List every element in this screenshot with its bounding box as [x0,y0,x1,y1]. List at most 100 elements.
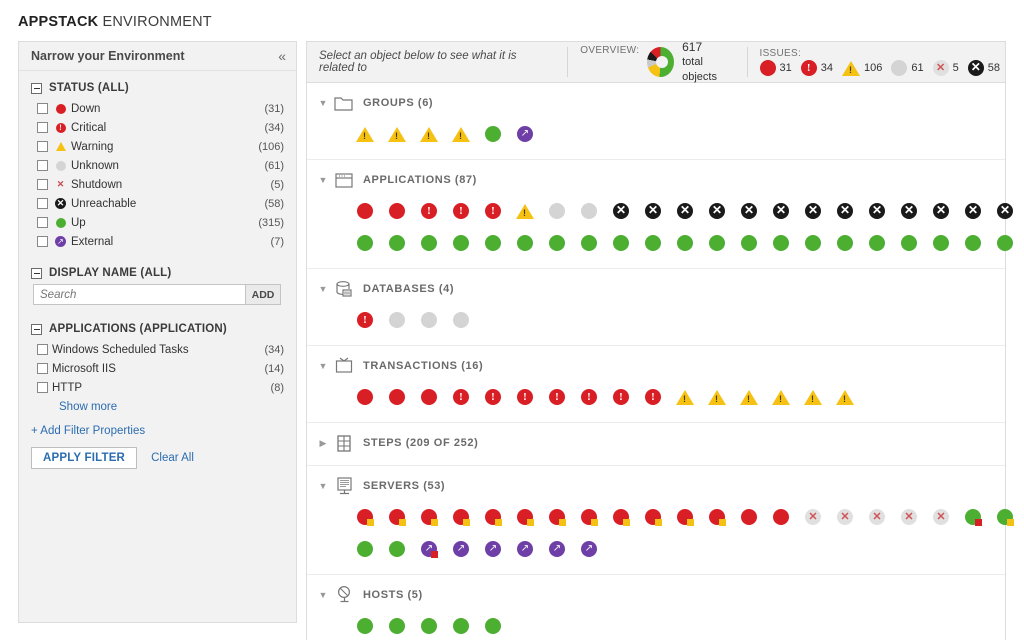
object-status-cell[interactable] [989,509,1021,526]
object-status-cell[interactable] [509,203,541,219]
object-status-cell[interactable] [957,235,989,251]
object-status-cell[interactable]: ! [413,203,445,219]
chevron-down-icon[interactable]: ▼ [318,98,328,108]
object-status-cell[interactable] [573,203,605,219]
object-status-cell[interactable] [381,235,413,251]
object-status-cell[interactable]: ! [445,389,477,405]
object-status-cell[interactable] [477,618,509,634]
status-filter-row[interactable]: ! Critical (34) [31,118,284,137]
status-checkbox[interactable] [37,103,48,114]
object-status-cell[interactable] [413,389,445,405]
chevron-down-icon[interactable]: ▼ [318,284,328,294]
apply-filter-button[interactable]: APPLY FILTER [31,447,138,469]
object-status-cell[interactable] [669,509,701,526]
status-filter-row[interactable]: Down (31) [31,99,284,118]
object-status-cell[interactable]: ! [477,203,509,219]
applications-section-header[interactable]: APPLICATIONS (APPLICATION) [31,323,284,335]
object-status-cell[interactable] [381,618,413,634]
status-filter-row[interactable]: ↗ External (7) [31,232,284,251]
object-status-cell[interactable]: ! [541,389,573,405]
object-status-cell[interactable]: ! [349,312,381,328]
object-group-header[interactable]: ▼ GROUPS (6) [307,90,1005,116]
object-status-cell[interactable] [477,235,509,251]
object-status-cell[interactable]: ↗ [509,126,541,142]
object-status-cell[interactable] [477,509,509,526]
object-status-cell[interactable] [349,541,381,557]
object-status-cell[interactable] [445,618,477,634]
object-status-cell[interactable] [381,541,413,557]
object-status-cell[interactable]: ↗ [573,541,605,557]
chevron-down-icon[interactable]: ▼ [318,175,328,185]
object-status-cell[interactable]: ✕ [829,509,861,525]
object-status-cell[interactable] [413,126,445,142]
object-status-cell[interactable] [381,509,413,526]
add-button[interactable]: ADD [245,284,281,305]
object-status-cell[interactable]: ✕ [765,203,797,219]
object-status-cell[interactable] [637,235,669,251]
object-status-cell[interactable] [445,126,477,142]
object-status-cell[interactable] [701,509,733,526]
object-status-cell[interactable] [349,126,381,142]
object-status-cell[interactable] [413,235,445,251]
object-status-cell[interactable] [829,389,861,405]
object-status-cell[interactable]: ✕ [925,203,957,219]
object-status-cell[interactable] [541,235,573,251]
search-input[interactable] [33,284,245,305]
application-checkbox[interactable] [37,382,48,393]
status-filter-row[interactable]: ✕ Shutdown (5) [31,175,284,194]
application-filter-row[interactable]: HTTP (8) [31,378,284,397]
collapse-toggle-icon[interactable] [31,82,42,94]
object-status-cell[interactable]: ✕ [893,509,925,525]
object-group-header[interactable]: ▼ HOSTS (5) [307,582,1005,608]
object-status-cell[interactable] [445,235,477,251]
object-status-cell[interactable] [413,509,445,526]
status-checkbox[interactable] [37,236,48,247]
object-status-cell[interactable] [765,235,797,251]
issue-summary-item[interactable]: 31 [759,60,792,76]
chevron-down-icon[interactable]: ▼ [318,361,328,371]
object-status-cell[interactable]: ✕ [957,203,989,219]
object-status-cell[interactable] [925,235,957,251]
object-status-cell[interactable] [989,235,1021,251]
object-status-cell[interactable] [637,509,669,526]
object-status-cell[interactable] [701,389,733,405]
chevron-down-icon[interactable]: ▼ [318,590,328,600]
object-status-cell[interactable] [349,203,381,219]
object-group-header[interactable]: ▼ APPLICATIONS (87) [307,167,1005,193]
object-status-cell[interactable] [669,389,701,405]
object-status-cell[interactable] [605,235,637,251]
object-status-cell[interactable]: ✕ [925,509,957,525]
object-status-cell[interactable] [765,509,797,525]
status-section-header[interactable]: STATUS (ALL) [31,82,284,94]
status-filter-row[interactable]: ✕ Unreachable (58) [31,194,284,213]
object-status-cell[interactable] [381,126,413,142]
add-filter-properties-link[interactable]: + Add Filter Properties [31,425,146,437]
issue-summary-item[interactable]: ! 34 [800,60,833,76]
object-status-cell[interactable] [957,509,989,526]
object-status-cell[interactable]: ↗ [541,541,573,557]
object-status-cell[interactable]: ! [509,389,541,405]
status-checkbox[interactable] [37,160,48,171]
status-filter-row[interactable]: Up (315) [31,213,284,232]
object-status-cell[interactable] [893,235,925,251]
object-status-cell[interactable] [349,509,381,526]
object-status-cell[interactable] [477,126,509,142]
clear-all-link[interactable]: Clear All [151,452,194,464]
chevron-right-icon[interactable]: ▶ [319,437,327,448]
object-status-cell[interactable]: ✕ [733,203,765,219]
object-status-cell[interactable] [829,235,861,251]
application-filter-row[interactable]: Microsoft IIS (14) [31,359,284,378]
object-status-cell[interactable]: ↗ [445,541,477,557]
object-status-cell[interactable]: ! [637,389,669,405]
object-status-cell[interactable]: ! [477,389,509,405]
application-checkbox[interactable] [37,344,48,355]
object-status-cell[interactable]: ✕ [637,203,669,219]
issue-summary-item[interactable]: 61 [891,60,924,76]
object-status-cell[interactable]: ✕ [989,203,1021,219]
object-status-cell[interactable] [413,312,445,328]
object-status-cell[interactable]: ✕ [797,203,829,219]
object-status-cell[interactable] [733,235,765,251]
object-status-cell[interactable] [765,389,797,405]
display-name-section-header[interactable]: DISPLAY NAME (ALL) [31,267,284,279]
issue-summary-item[interactable]: ✕ 5 [932,60,959,76]
